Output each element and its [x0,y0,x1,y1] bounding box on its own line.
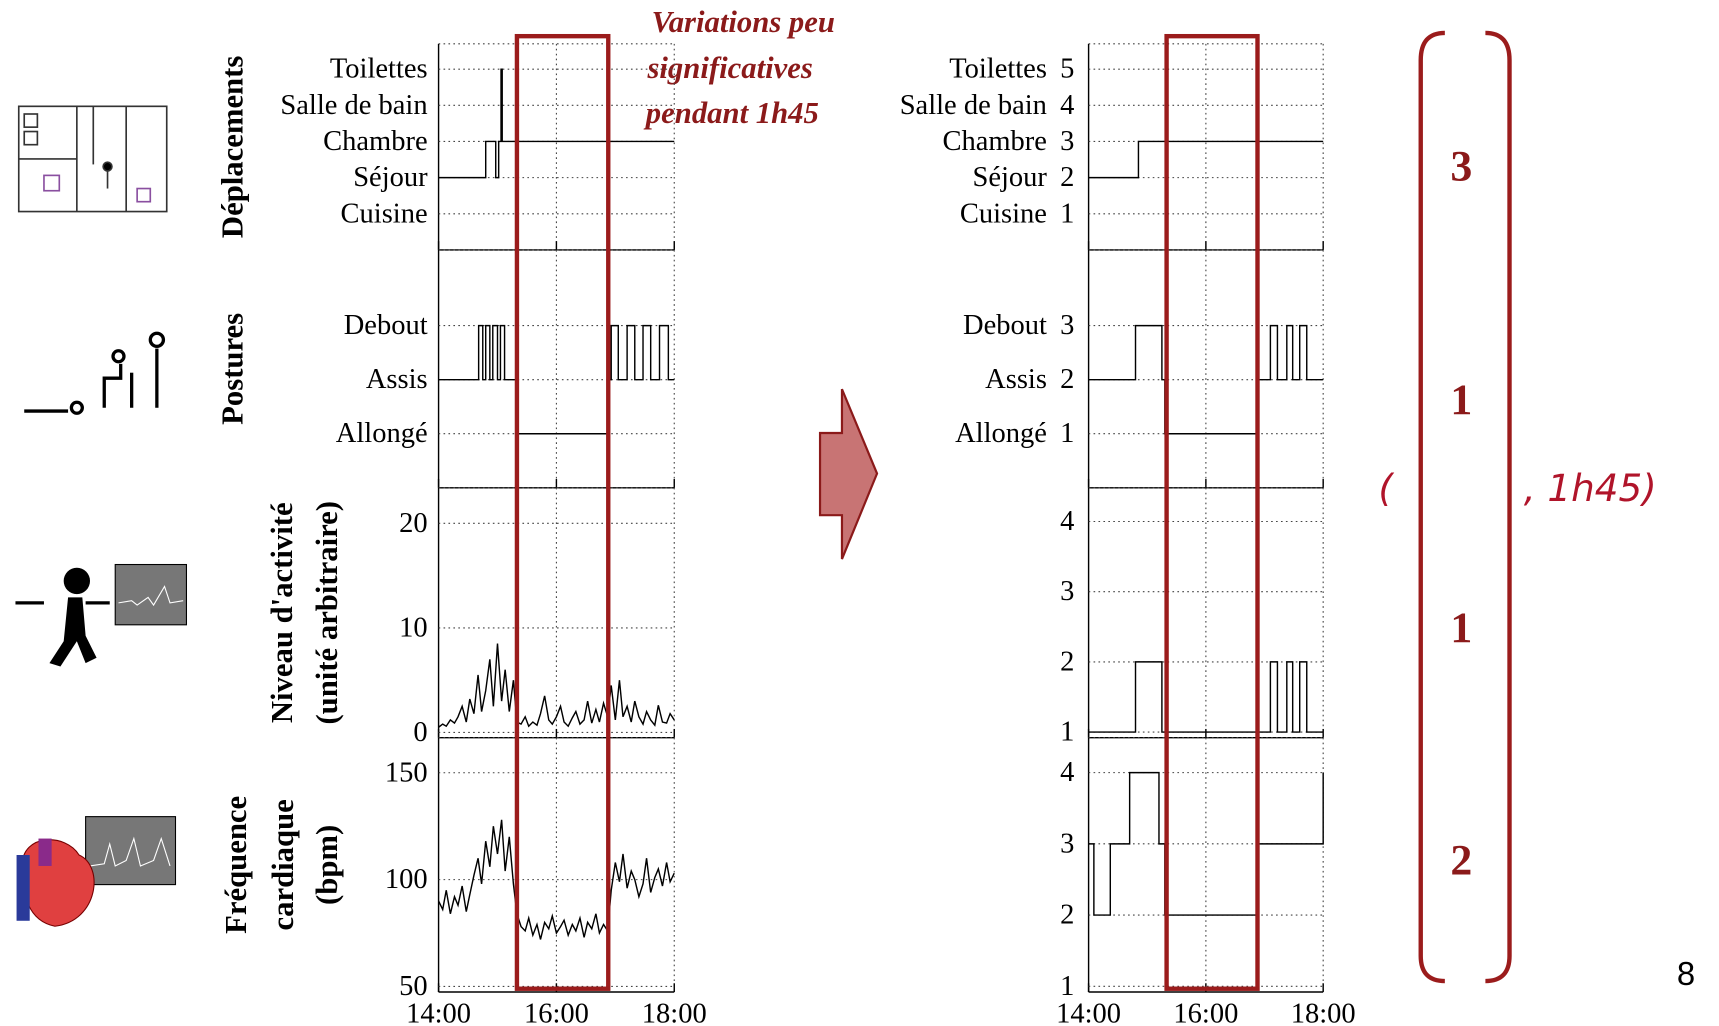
y-tick-name: Assis [985,364,1047,395]
x-tick-label: 16:00 [524,998,589,1026]
time-window [517,36,608,989]
y-tick-label: 0 [413,717,427,748]
bracket-right [1485,33,1509,981]
y-tick-label: 4 [1060,757,1074,788]
activity-icon [15,565,186,667]
x-tick-label: 16:00 [1173,998,1238,1026]
y-tick-label: 4 [1060,90,1074,121]
page-number: 8 [1677,955,1695,992]
y-tick-label: 10 [399,612,428,643]
y-tick-label: 2 [1060,162,1074,193]
x-tick-label: 14:00 [406,998,471,1026]
slide: Variations peu significatives pendant 1h… [0,0,1719,1026]
y-tick-label: 1 [1060,717,1074,748]
y-axis-label: (bpm) [310,825,344,905]
time-window [1167,36,1258,989]
y-tick-label: 150 [385,757,428,788]
y-tick-label: 3 [1060,126,1074,157]
x-tick-label: 14:00 [1056,998,1121,1026]
y-tick-name: Chambre [942,126,1046,157]
y-tick-label: Assis [366,364,428,395]
annotation: significatives [646,51,812,85]
y-tick-name: Cuisine [960,198,1047,229]
y-tick-label: 3 [1060,828,1074,859]
y-tick-label: Salle de bain [280,90,427,121]
y-tick-label: Chambre [323,126,427,157]
y-tick-label: 4 [1060,506,1074,537]
step-line [1089,773,1324,915]
floor-plan-icon [19,106,167,211]
arrow [820,389,877,559]
y-tick-label: Debout [344,310,428,341]
y-tick-label: 1 [1060,971,1074,1002]
x-tick-label: 18:00 [642,998,707,1026]
y-tick-label: Allongé [336,418,428,449]
posture-icon [24,333,163,413]
y-tick-label: 20 [399,508,428,539]
step-line [1089,662,1324,732]
y-tick-name: Debout [963,310,1047,341]
y-tick-name: Salle de bain [900,90,1047,121]
annotation: pendant 1h45 [643,96,819,130]
y-tick-label: 2 [1060,646,1074,677]
y-axis-label: cardiaque [266,799,300,930]
y-axis-label: Postures [215,313,249,425]
y-tick-label: 3 [1060,576,1074,607]
heart-icon [17,817,176,927]
bracket-left [1421,33,1445,981]
y-tick-label: Séjour [353,162,428,193]
annotation: Variations peu [652,5,835,39]
y-tick-name: Allongé [955,418,1047,449]
y-tick-label: 1 [1060,198,1074,229]
y-tick-label: 5 [1060,54,1074,85]
vector-open: ( [1378,466,1394,510]
y-tick-name: Toilettes [949,54,1047,85]
y-axis-label: Déplacements [216,56,250,238]
y-axis-label: Niveau d'activité [265,502,299,723]
y-tick-label: 2 [1060,900,1074,931]
page: {"annotation": ["Variations peu", "signi… [0,0,1719,1026]
y-axis-label: Fréquence [219,796,253,934]
vector-value: 2 [1450,836,1472,884]
y-tick-label: 50 [399,971,428,1002]
y-tick-name: Séjour [973,162,1048,193]
y-tick-label: 1 [1060,418,1074,449]
x-tick-label: 18:00 [1291,998,1356,1026]
vector-value: 3 [1450,143,1472,191]
y-tick-label: Cuisine [341,198,428,229]
vector-close: , 1h45) [1524,466,1657,510]
vector-value: 1 [1450,376,1472,424]
y-tick-label: Toilettes [330,54,428,85]
y-tick-label: 3 [1060,310,1074,341]
y-tick-label: 2 [1060,364,1074,395]
y-axis-label: (unité arbitraire) [310,501,344,725]
y-tick-label: 100 [385,864,428,895]
vector-value: 1 [1450,604,1472,652]
